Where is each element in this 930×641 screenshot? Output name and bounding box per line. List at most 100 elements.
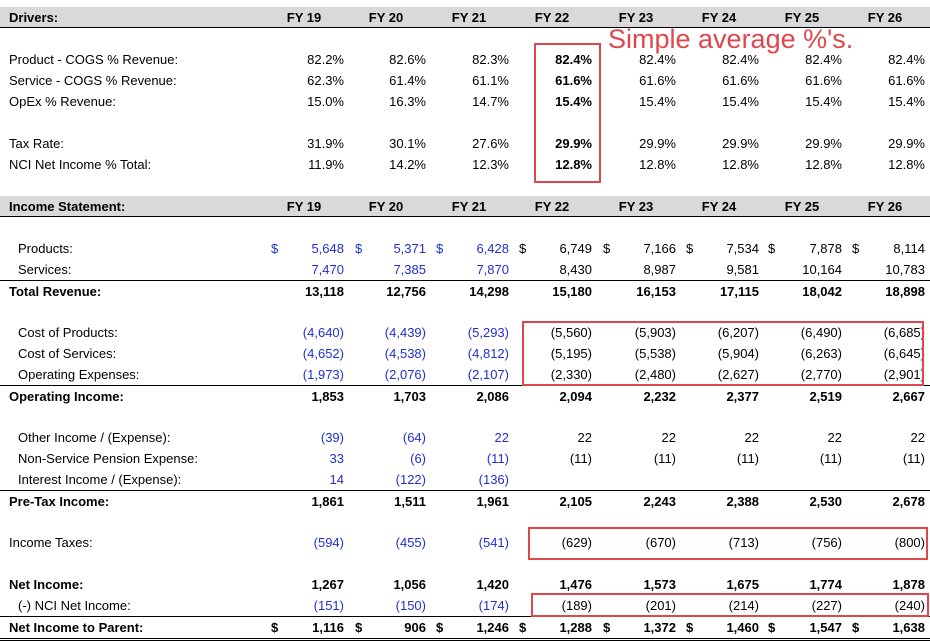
- income-value: 2,388: [726, 494, 759, 509]
- income-value: 1,246: [476, 620, 509, 635]
- income-value: 8,430: [559, 262, 592, 277]
- driver-row: Tax Rate: 31.9% 30.1% 27.6% 29.9% 29.9% 29.9% 2…: [0, 133, 930, 154]
- income-row: Net Income to Parent: 1,116 $906 $1,246 $1,2…: [0, 616, 930, 641]
- driver-value: 31.9%: [307, 136, 344, 151]
- driver-value: 14.7%: [472, 94, 509, 109]
- income-row: Other Income / (Expense): (39) (64) 22 22 22 2…: [0, 427, 930, 448]
- income-value: (4,640): [302, 325, 344, 340]
- income-value: 2,232: [643, 389, 676, 404]
- income-value: 33: [329, 451, 344, 466]
- row-label: Income Taxes:: [9, 535, 93, 550]
- income-value: (39): [320, 430, 344, 445]
- income-value: (2,901): [883, 367, 925, 382]
- income-value: 1,878: [892, 577, 925, 592]
- income-value: (5,560): [550, 325, 592, 340]
- income-value: (6,645): [883, 346, 925, 361]
- income-value: 22: [494, 430, 509, 445]
- income-value: 18,042: [802, 284, 842, 299]
- income-value: (800): [894, 535, 925, 550]
- income-row: Cost of Services: (4,652) (4,538) (4,812) (5…: [0, 343, 930, 364]
- income-value: 14: [329, 472, 344, 487]
- income-value: (541): [478, 535, 509, 550]
- income-value: 2,530: [809, 494, 842, 509]
- driver-value: 15.4%: [722, 94, 759, 109]
- income-value: (2,480): [634, 367, 676, 382]
- income-row: Cost of Products: (4,640) (4,439) (5,293) (5…: [0, 322, 930, 343]
- income-value: 10,164: [802, 262, 842, 277]
- driver-value: 82.2%: [307, 52, 344, 67]
- income-value: (5,195): [550, 346, 592, 361]
- row-label: Interest Income / (Expense):: [18, 472, 182, 487]
- income-value: (201): [645, 598, 676, 613]
- currency-symbol: $: [436, 241, 444, 256]
- driver-value: 61.6%: [722, 73, 759, 88]
- income-value: (5,538): [634, 346, 676, 361]
- row-label: Non-Service Pension Expense:: [18, 451, 198, 466]
- income-value: 2,678: [892, 494, 925, 509]
- income-value: (5,903): [634, 325, 676, 340]
- driver-value: 29.9%: [555, 136, 592, 151]
- driver-value: 16.3%: [389, 94, 426, 109]
- income-value: 14,298: [469, 284, 509, 299]
- currency-symbol: $: [686, 620, 694, 635]
- income-value: 1,675: [726, 577, 759, 592]
- driver-value: 82.4%: [555, 52, 592, 67]
- income-row: Operating Expenses: (1,973) (2,076) (2,107)…: [0, 364, 930, 385]
- currency-symbol: $: [271, 241, 279, 256]
- income-value: 18,898: [885, 284, 925, 299]
- income-value: 2,243: [643, 494, 676, 509]
- income-value: (594): [313, 535, 344, 550]
- income-row: Products: 5,648 $5,371 $6,428 $6,749 $7,166 $7…: [0, 238, 930, 259]
- column-header: FY 26: [867, 199, 903, 214]
- row-label: Operating Income:: [9, 389, 124, 404]
- income-value: (670): [645, 535, 676, 550]
- driver-value: 82.4%: [805, 52, 842, 67]
- column-header: FY 23: [618, 199, 654, 214]
- column-header: FY 26: [867, 10, 903, 25]
- income-value: (151): [313, 598, 344, 613]
- income-value: 7,166: [643, 241, 676, 256]
- column-header: FY 25: [784, 10, 820, 25]
- income-value: (6,207): [717, 325, 759, 340]
- income-value: (756): [811, 535, 842, 550]
- income-value: 5,648: [311, 241, 344, 256]
- row-label: Net Income:: [9, 577, 84, 592]
- income-value: 6,428: [476, 241, 509, 256]
- income-value: (1,973): [302, 367, 344, 382]
- currency-symbol: $: [603, 241, 611, 256]
- currency-symbol: $: [436, 620, 444, 635]
- row-label: Total Revenue:: [9, 284, 102, 299]
- income-value: 8,987: [643, 262, 676, 277]
- driver-value: 12.8%: [639, 157, 676, 172]
- driver-value: 61.6%: [888, 73, 925, 88]
- drivers-header: Drivers: FY 19 FY 20 FY 21 FY 22 FY 23 FY 24 FY…: [0, 7, 930, 28]
- income-row: Operating Income: 1,853 1,703 2,086 2,094 2,2…: [0, 385, 930, 407]
- driver-value: 15.4%: [888, 94, 925, 109]
- driver-value: 61.6%: [555, 73, 592, 88]
- column-header: FY 22: [534, 199, 570, 214]
- income-value: 1,288: [559, 620, 592, 635]
- income-value: (64): [402, 430, 426, 445]
- driver-value: 12.8%: [805, 157, 842, 172]
- row-label: Product - COGS % Revenue:: [9, 52, 179, 67]
- income-value: 15,180: [552, 284, 592, 299]
- income-value: (6,685): [883, 325, 925, 340]
- income-value: (6): [410, 451, 426, 466]
- currency-symbol: $: [852, 620, 860, 635]
- income-value: 22: [744, 430, 759, 445]
- income-value: 1,703: [393, 389, 426, 404]
- income-value: (136): [478, 472, 509, 487]
- income-value: 1,853: [311, 389, 344, 404]
- driver-value: 29.9%: [888, 136, 925, 151]
- currency-symbol: $: [519, 620, 527, 635]
- income-value: (2,770): [800, 367, 842, 382]
- income-value: 1,511: [394, 494, 426, 509]
- driver-row: NCI Net Income % Total: 11.9% 14.2% 12.3% 12…: [0, 154, 930, 175]
- income-value: 22: [827, 430, 842, 445]
- currency-symbol: $: [852, 241, 860, 256]
- income-value: (11): [902, 451, 925, 466]
- income-value: (11): [736, 451, 759, 466]
- column-header: FY 19: [286, 199, 322, 214]
- income-value: 17,115: [719, 284, 759, 299]
- income-value: (455): [395, 535, 426, 550]
